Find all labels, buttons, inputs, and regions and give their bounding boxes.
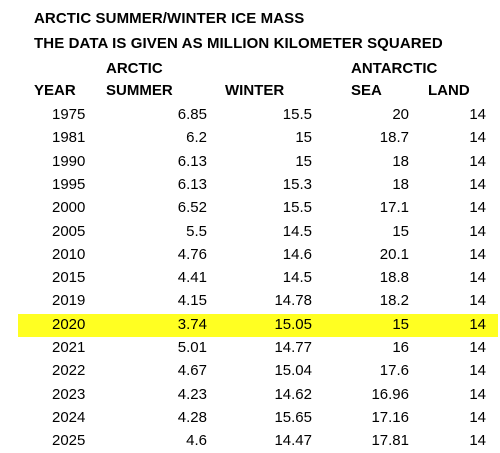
cell-year: 2000 <box>52 199 86 217</box>
cell-sea: 15 <box>392 222 409 240</box>
table-row: 2000 6.52 15.5 17.1 14 <box>0 197 500 220</box>
table-row: 2015 4.41 14.5 18.8 14 <box>0 267 500 290</box>
cell-land: 14 <box>469 222 486 240</box>
cell-summer: 3.74 <box>177 315 207 333</box>
cell-summer: 6.2 <box>186 129 207 147</box>
cell-year: 2010 <box>52 245 86 263</box>
cell-land: 14 <box>469 315 486 333</box>
cell-sea: 20 <box>392 106 409 123</box>
cell-sea: 20.1 <box>379 245 409 263</box>
table-title: ARCTIC SUMMER/WINTER ICE MASS <box>34 10 305 27</box>
cell-summer: 6.85 <box>177 106 207 123</box>
header-winter: WINTER <box>225 82 285 99</box>
cell-summer: 4.15 <box>177 292 207 310</box>
cell-winter: 14.62 <box>274 385 312 403</box>
cell-winter: 14.77 <box>274 339 312 356</box>
cell-summer: 4.28 <box>177 408 207 426</box>
cell-sea: 17.1 <box>379 199 409 217</box>
cell-sea: 18.2 <box>379 292 409 310</box>
table-row-highlighted: 2020 3.74 15.05 15 14 <box>18 313 498 337</box>
cell-year: 2015 <box>52 269 86 287</box>
cell-year: 2025 <box>52 432 86 450</box>
cell-summer: 4.23 <box>177 385 207 403</box>
cell-land: 14 <box>469 432 486 450</box>
cell-summer: 5.5 <box>186 222 207 240</box>
cell-land: 14 <box>469 339 486 356</box>
cell-winter: 15.65 <box>274 408 312 426</box>
cell-winter: 15.05 <box>274 315 312 333</box>
cell-year: 2021 <box>52 339 86 356</box>
table-row: 2022 4.67 15.04 17.6 14 <box>0 360 500 383</box>
table-row: 2010 4.76 14.6 20.1 14 <box>0 244 500 267</box>
header-summer: SUMMER <box>106 82 173 99</box>
cell-winter: 15.04 <box>274 362 312 380</box>
cell-sea: 18 <box>392 175 409 193</box>
table-row: 2025 4.6 14.47 17.81 14 <box>0 430 500 453</box>
cell-land: 14 <box>469 199 486 217</box>
cell-land: 14 <box>469 385 486 403</box>
cell-land: 14 <box>469 175 486 193</box>
cell-winter: 15.5 <box>282 199 312 217</box>
cell-land: 14 <box>469 362 486 380</box>
cell-summer: 4.41 <box>177 269 207 287</box>
cell-land: 14 <box>469 129 486 147</box>
cell-land: 14 <box>469 269 486 287</box>
header-land: LAND <box>428 82 470 99</box>
cell-year: 1981 <box>52 129 86 147</box>
cell-sea: 16 <box>392 339 409 356</box>
cell-year: 1990 <box>52 152 86 170</box>
cell-winter: 14.78 <box>274 292 312 310</box>
cell-land: 14 <box>469 245 486 263</box>
cell-sea: 18.8 <box>379 269 409 287</box>
cell-sea: 17.16 <box>371 408 409 426</box>
cell-summer: 5.01 <box>177 339 207 356</box>
cell-sea: 18.7 <box>379 129 409 147</box>
cell-winter: 15 <box>295 129 312 147</box>
cell-sea: 15 <box>392 315 409 333</box>
table-row: 2005 5.5 14.5 15 14 <box>0 221 500 244</box>
cell-year: 1995 <box>52 175 86 193</box>
table-subtitle: THE DATA IS GIVEN AS MILLION KILOMETER S… <box>34 35 443 52</box>
cell-winter: 14.47 <box>274 432 312 450</box>
cell-summer: 4.6 <box>186 432 207 450</box>
header-year: YEAR <box>34 82 76 99</box>
cell-year: 2005 <box>52 222 86 240</box>
cell-summer: 6.52 <box>177 199 207 217</box>
table-row: 1990 6.13 15 18 14 <box>0 151 500 174</box>
cell-sea: 18 <box>392 152 409 170</box>
table-row: 2019 4.15 14.78 18.2 14 <box>0 290 500 313</box>
cell-year: 2024 <box>52 408 86 426</box>
header-antarctic-group: ANTARCTIC <box>351 60 438 77</box>
cell-year: 2023 <box>52 385 86 403</box>
cell-sea: 16.96 <box>371 385 409 403</box>
table-row: 2024 4.28 15.65 17.16 14 <box>0 407 500 430</box>
header-arctic-group: ARCTIC <box>106 60 163 77</box>
cell-winter: 14.6 <box>282 245 312 263</box>
cell-year: 2019 <box>52 292 86 310</box>
cell-land: 14 <box>469 408 486 426</box>
cell-sea: 17.6 <box>379 362 409 380</box>
cell-year: 2022 <box>52 362 86 380</box>
table-row: 1975 6.85 15.5 20 14 <box>0 104 500 127</box>
table-row: 2021 5.01 14.77 16 14 <box>0 337 500 360</box>
table-row: 2023 4.23 14.62 16.96 14 <box>0 384 500 407</box>
cell-winter: 15 <box>295 152 312 170</box>
table-row: 1995 6.13 15.3 18 14 <box>0 174 500 197</box>
cell-land: 14 <box>469 152 486 170</box>
cell-winter: 15.5 <box>282 106 312 123</box>
cell-summer: 4.76 <box>177 245 207 263</box>
header-sea: SEA <box>351 82 382 99</box>
cell-summer: 6.13 <box>177 152 207 170</box>
cell-winter: 15.3 <box>282 175 312 193</box>
cell-land: 14 <box>469 106 486 123</box>
cell-summer: 4.67 <box>177 362 207 380</box>
cell-winter: 14.5 <box>282 222 312 240</box>
table-row: 1981 6.2 15 18.7 14 <box>0 127 500 150</box>
cell-summer: 6.13 <box>177 175 207 193</box>
cell-year: 1975 <box>52 106 86 123</box>
cell-winter: 14.5 <box>282 269 312 287</box>
cell-year: 2020 <box>52 315 86 333</box>
cell-land: 14 <box>469 292 486 310</box>
cell-sea: 17.81 <box>371 432 409 450</box>
